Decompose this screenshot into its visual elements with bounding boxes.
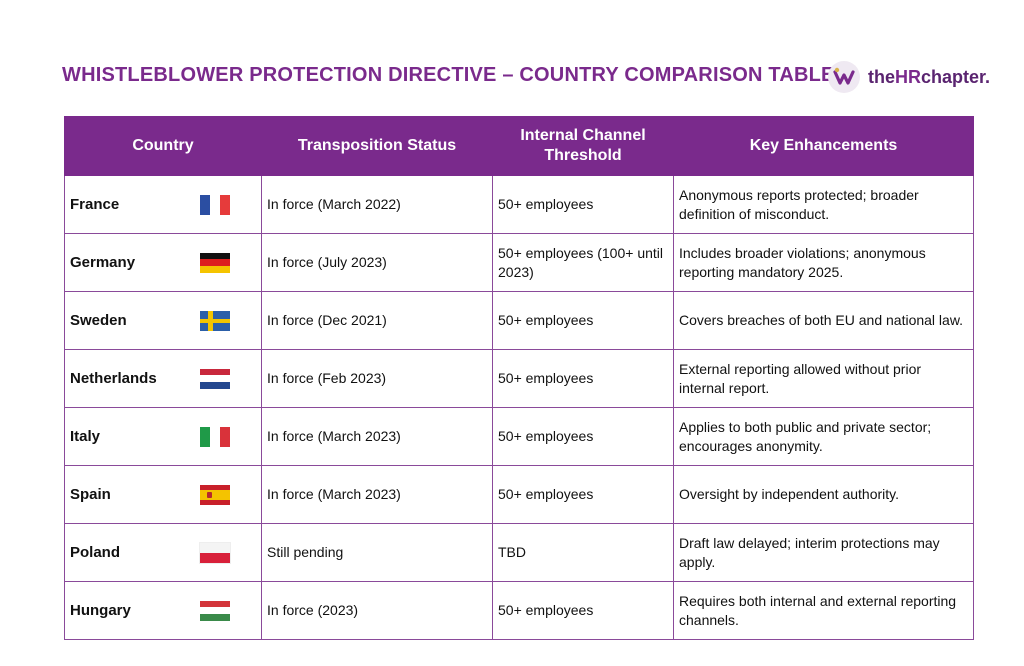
table-row: Sweden In force (Dec 2021) 50+ employees… [64, 291, 974, 350]
country-cell: Netherlands [64, 349, 262, 408]
country-name: Germany [70, 254, 136, 271]
country-cell: France [64, 175, 262, 234]
hungary-flag-icon [200, 600, 230, 621]
country-cell: Hungary [64, 581, 262, 640]
enhancements-cell: Includes broader violations; anonymous r… [673, 233, 974, 292]
threshold-cell: 50+ employees [492, 581, 674, 640]
country-cell: Germany [64, 233, 262, 292]
status-cell: In force (March 2022) [261, 175, 493, 234]
country-name: Sweden [70, 312, 127, 329]
enhancements-cell: Anonymous reports protected; broader def… [673, 175, 974, 234]
status-cell: In force (March 2023) [261, 465, 493, 524]
table-header-row: Country Transposition Status Internal Ch… [64, 116, 974, 176]
france-flag-icon [200, 194, 230, 215]
netherlands-flag-icon [200, 368, 230, 389]
status-cell: In force (July 2023) [261, 233, 493, 292]
threshold-cell: 50+ employees [492, 349, 674, 408]
threshold-cell: 50+ employees [492, 291, 674, 350]
spain-flag-icon [200, 484, 230, 505]
threshold-cell: 50+ employees [492, 407, 674, 466]
table-row: Poland Still pending TBD Draft law delay… [64, 523, 974, 582]
threshold-cell: 50+ employees [492, 465, 674, 524]
country-name: Hungary [70, 602, 131, 619]
header-key-enhancements: Key Enhancements [673, 116, 974, 176]
enhancements-cell: Draft law delayed; interim protections m… [673, 523, 974, 582]
country-name: Italy [70, 428, 101, 445]
page-title: WHISTLEBLOWER PROTECTION DIRECTIVE – COU… [62, 64, 835, 86]
table-row: France In force (March 2022) 50+ employe… [64, 175, 974, 234]
country-name: France [70, 196, 120, 213]
table-row: Hungary In force (2023) 50+ employees Re… [64, 581, 974, 640]
logo-mark-icon [828, 61, 860, 93]
header-country: Country [64, 116, 262, 176]
status-cell: In force (Feb 2023) [261, 349, 493, 408]
status-cell: Still pending [261, 523, 493, 582]
enhancements-cell: Covers breaches of both EU and national … [673, 291, 974, 350]
comparison-table: Country Transposition Status Internal Ch… [64, 116, 974, 640]
status-cell: In force (2023) [261, 581, 493, 640]
enhancements-cell: Oversight by independent authority. [673, 465, 974, 524]
status-cell: In force (March 2023) [261, 407, 493, 466]
header-transposition-status: Transposition Status [261, 116, 493, 176]
header-internal-channel-threshold: Internal Channel Threshold [492, 116, 674, 176]
country-cell: Italy [64, 407, 262, 466]
country-cell: Sweden [64, 291, 262, 350]
enhancements-cell: External reporting allowed without prior… [673, 349, 974, 408]
country-cell: Poland [64, 523, 262, 582]
logo-text: theHRchapter. [868, 66, 991, 87]
threshold-cell: TBD [492, 523, 674, 582]
enhancements-cell: Applies to both public and private secto… [673, 407, 974, 466]
table-row: Germany In force (July 2023) 50+ employe… [64, 233, 974, 292]
threshold-cell: 50+ employees (100+ until 2023) [492, 233, 674, 292]
threshold-cell: 50+ employees [492, 175, 674, 234]
poland-flag-icon [199, 541, 231, 564]
country-name: Netherlands [70, 370, 157, 387]
status-cell: In force (Dec 2021) [261, 291, 493, 350]
italy-flag-icon [200, 426, 230, 447]
table-row: Netherlands In force (Feb 2023) 50+ empl… [64, 349, 974, 408]
germany-flag-icon [200, 252, 230, 273]
table-row: Italy In force (March 2023) 50+ employee… [64, 407, 974, 466]
table-row: Spain In force (March 2023) 50+ employee… [64, 465, 974, 524]
thehrchapter-logo: theHRchapter. [828, 60, 990, 94]
country-name: Spain [70, 486, 111, 503]
country-name: Poland [70, 544, 121, 561]
sweden-flag-icon [200, 310, 230, 331]
country-cell: Spain [64, 465, 262, 524]
enhancements-cell: Requires both internal and external repo… [673, 581, 974, 640]
